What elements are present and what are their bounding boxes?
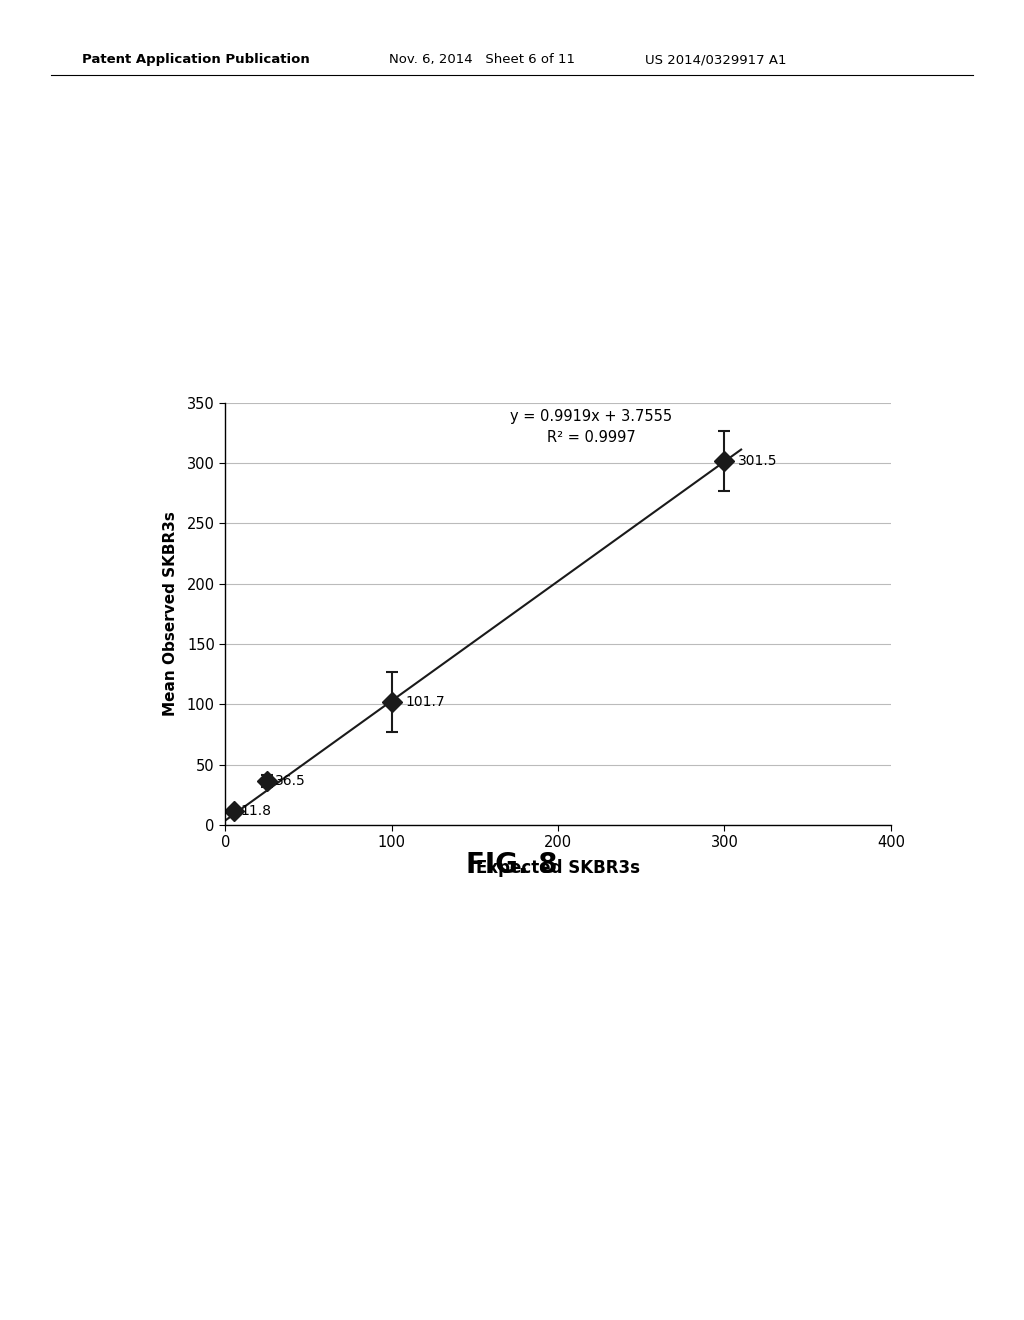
Text: Patent Application Publication: Patent Application Publication — [82, 53, 309, 66]
Text: y = 0.9919x + 3.7555: y = 0.9919x + 3.7555 — [510, 409, 673, 424]
Text: US 2014/0329917 A1: US 2014/0329917 A1 — [645, 53, 786, 66]
Text: 11.8: 11.8 — [241, 804, 271, 818]
X-axis label: Expected SKBR3s: Expected SKBR3s — [476, 859, 640, 876]
Text: Nov. 6, 2014   Sheet 6 of 11: Nov. 6, 2014 Sheet 6 of 11 — [389, 53, 575, 66]
Text: FIG. 8: FIG. 8 — [466, 851, 558, 879]
Text: 36.5: 36.5 — [275, 774, 306, 788]
Text: R² = 0.9997: R² = 0.9997 — [547, 430, 636, 445]
Y-axis label: Mean Observed SKBR3s: Mean Observed SKBR3s — [164, 511, 178, 717]
Text: 101.7: 101.7 — [406, 696, 444, 709]
Text: 301.5: 301.5 — [737, 454, 777, 469]
